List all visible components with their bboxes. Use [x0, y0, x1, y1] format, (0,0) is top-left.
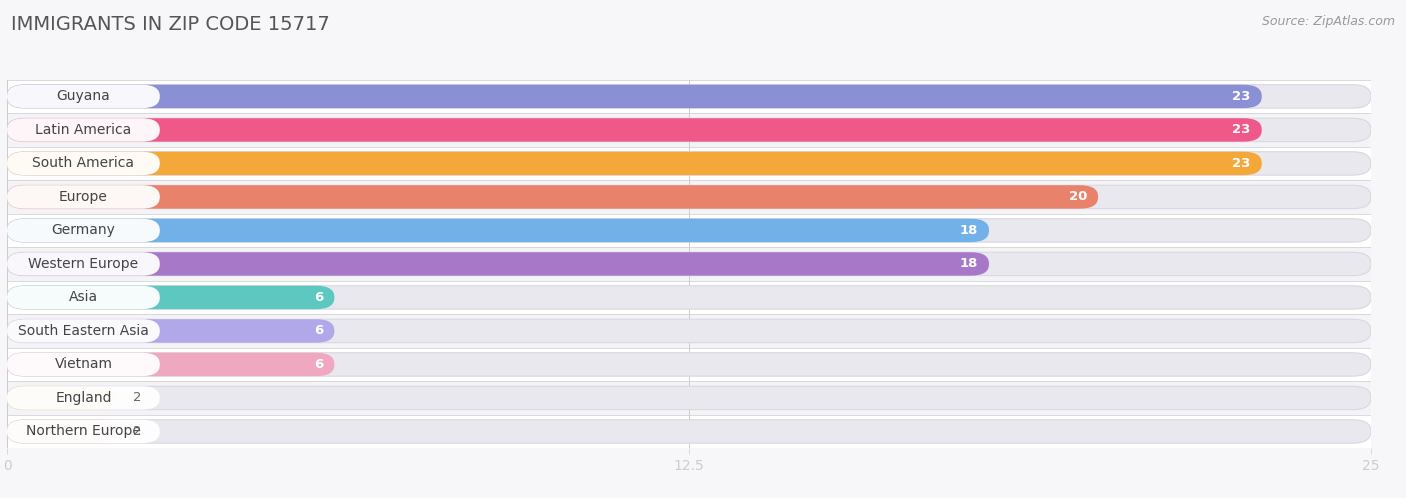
Text: 2: 2 [132, 425, 141, 438]
Text: 23: 23 [1233, 124, 1251, 136]
Text: England: England [55, 391, 111, 405]
Text: Asia: Asia [69, 290, 98, 304]
Text: 6: 6 [314, 324, 323, 338]
Bar [7, 214, 1371, 247]
Bar [7, 80, 1371, 113]
FancyBboxPatch shape [7, 420, 117, 443]
Text: 6: 6 [314, 291, 323, 304]
FancyBboxPatch shape [7, 85, 1371, 108]
FancyBboxPatch shape [7, 219, 160, 242]
Bar [7, 281, 1371, 314]
Bar [7, 381, 1371, 415]
Text: 6: 6 [314, 358, 323, 371]
FancyBboxPatch shape [7, 353, 160, 376]
FancyBboxPatch shape [7, 386, 1371, 410]
FancyBboxPatch shape [7, 118, 1261, 141]
FancyBboxPatch shape [7, 252, 160, 276]
FancyBboxPatch shape [7, 152, 1371, 175]
Bar [7, 247, 1371, 281]
Text: Europe: Europe [59, 190, 108, 204]
FancyBboxPatch shape [7, 118, 1371, 141]
Text: 23: 23 [1233, 90, 1251, 103]
Text: 18: 18 [960, 257, 979, 270]
Bar [7, 415, 1371, 448]
Bar [7, 348, 1371, 381]
Text: 2: 2 [132, 391, 141, 404]
FancyBboxPatch shape [7, 286, 1371, 309]
FancyBboxPatch shape [7, 353, 1371, 376]
Text: South Eastern Asia: South Eastern Asia [18, 324, 149, 338]
FancyBboxPatch shape [7, 420, 1371, 443]
Text: Northern Europe: Northern Europe [25, 424, 141, 438]
Bar [7, 314, 1371, 348]
FancyBboxPatch shape [7, 85, 1261, 108]
FancyBboxPatch shape [7, 252, 1371, 276]
FancyBboxPatch shape [7, 185, 1371, 209]
FancyBboxPatch shape [7, 386, 160, 410]
FancyBboxPatch shape [7, 319, 160, 343]
FancyBboxPatch shape [7, 386, 117, 410]
FancyBboxPatch shape [7, 85, 160, 108]
Text: IMMIGRANTS IN ZIP CODE 15717: IMMIGRANTS IN ZIP CODE 15717 [11, 15, 330, 34]
FancyBboxPatch shape [7, 286, 335, 309]
Text: Vietnam: Vietnam [55, 358, 112, 372]
FancyBboxPatch shape [7, 185, 160, 209]
FancyBboxPatch shape [7, 420, 160, 443]
FancyBboxPatch shape [7, 319, 335, 343]
FancyBboxPatch shape [7, 152, 160, 175]
Text: Guyana: Guyana [56, 90, 110, 104]
FancyBboxPatch shape [7, 319, 1371, 343]
FancyBboxPatch shape [7, 353, 335, 376]
Bar [7, 180, 1371, 214]
Text: Germany: Germany [52, 224, 115, 238]
Text: Source: ZipAtlas.com: Source: ZipAtlas.com [1261, 15, 1395, 28]
Text: 20: 20 [1069, 190, 1087, 204]
FancyBboxPatch shape [7, 219, 1371, 242]
FancyBboxPatch shape [7, 118, 160, 141]
Text: Western Europe: Western Europe [28, 257, 138, 271]
Text: 18: 18 [960, 224, 979, 237]
Text: 23: 23 [1233, 157, 1251, 170]
FancyBboxPatch shape [7, 219, 988, 242]
FancyBboxPatch shape [7, 252, 988, 276]
FancyBboxPatch shape [7, 185, 1098, 209]
Bar [7, 147, 1371, 180]
Bar [7, 113, 1371, 147]
FancyBboxPatch shape [7, 286, 160, 309]
FancyBboxPatch shape [7, 152, 1261, 175]
Text: Latin America: Latin America [35, 123, 132, 137]
Text: South America: South America [32, 156, 135, 170]
